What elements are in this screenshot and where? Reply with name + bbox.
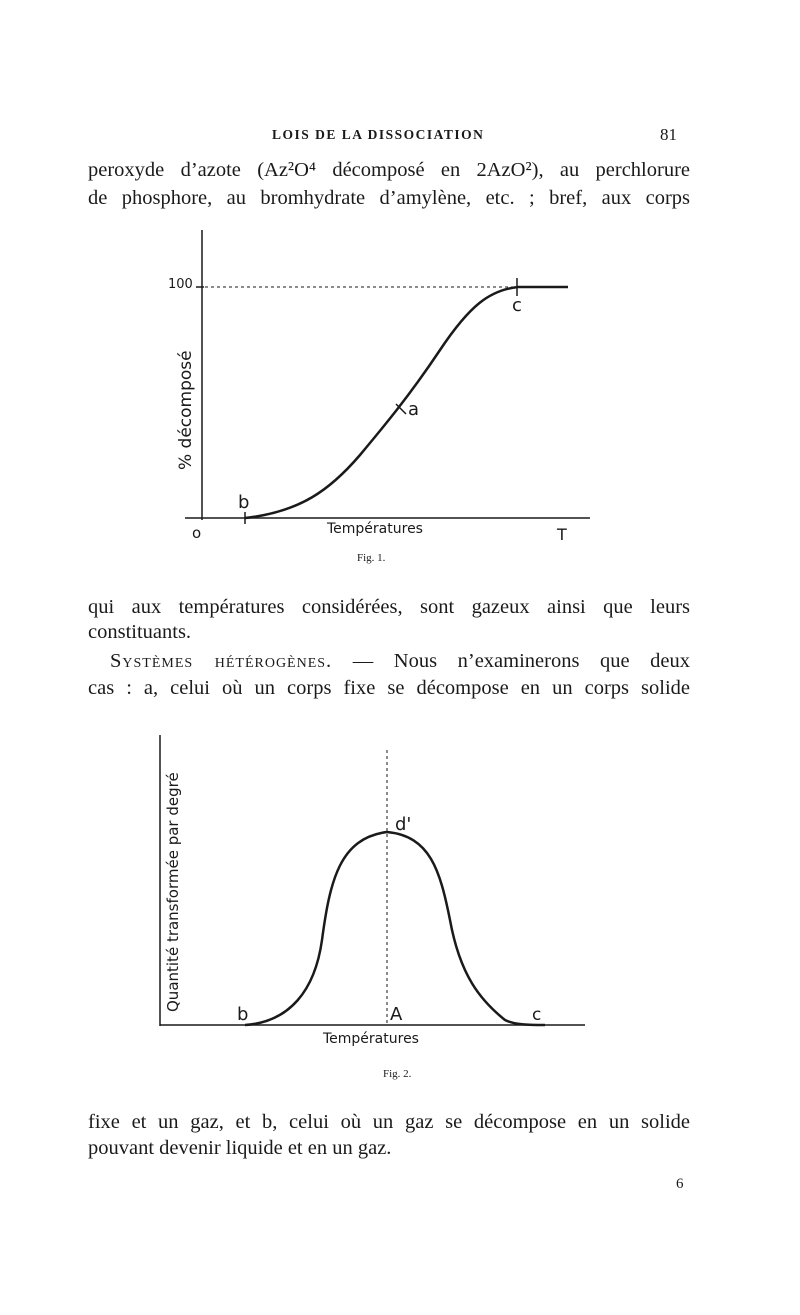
fig2-y-label: Quantité transformée par degré — [164, 772, 182, 1012]
fig2-curve — [244, 830, 546, 1027]
paragraph-line: pouvant devenir liquide et en un gaz. — [88, 1137, 392, 1159]
paragraph-line: fixe et un gaz, et b, celui où un gaz se… — [88, 1111, 690, 1133]
fig1-y-tick-100: 100 — [168, 277, 193, 292]
signature-mark: 6 — [676, 1176, 684, 1192]
fig1-x-end-label: T — [556, 525, 567, 544]
paragraph-line: qui aux températures considérées, sont g… — [88, 596, 690, 618]
paragraph-line: Systèmes hétérogènes. — Nous n’examinero… — [110, 649, 690, 673]
page-number: 81 — [660, 125, 677, 144]
section-heading: Systèmes hétérogènes. — [110, 650, 333, 672]
fig1-curve — [244, 285, 568, 520]
fig2-caption: Fig. 2. — [383, 1068, 412, 1080]
fig2-point-d: d' — [395, 814, 411, 835]
fig1-x-label: Températures — [326, 521, 423, 537]
fig1-mark-a — [395, 403, 407, 415]
paragraph-line: constituants. — [88, 621, 192, 643]
paragraph-line: de phosphore, au bromhydrate d’amylène, … — [88, 187, 690, 209]
fig1-point-a: a — [408, 399, 419, 420]
fig2-x-label: Températures — [322, 1031, 419, 1047]
running-title: LOIS DE LA DISSOCIATION — [272, 127, 485, 142]
fig1-caption: Fig. 1. — [357, 552, 386, 564]
fig2-point-A: A — [390, 1004, 403, 1025]
fig2-point-b: b — [237, 1004, 248, 1025]
paragraph-text: — Nous n’examinerons que deux — [332, 650, 690, 672]
paragraph-line: peroxyde d’azote (Az²O⁴ décomposé en 2Az… — [88, 159, 690, 181]
fig1-point-b: b — [238, 492, 249, 513]
fig1-point-c: c — [512, 295, 522, 316]
fig2-point-c: c — [532, 1005, 541, 1025]
paragraph-line: cas : a, celui où un corps fixe se décom… — [88, 677, 690, 699]
fig1-origin-label: o — [192, 524, 201, 542]
fig1-y-label: % décomposé — [176, 350, 196, 470]
